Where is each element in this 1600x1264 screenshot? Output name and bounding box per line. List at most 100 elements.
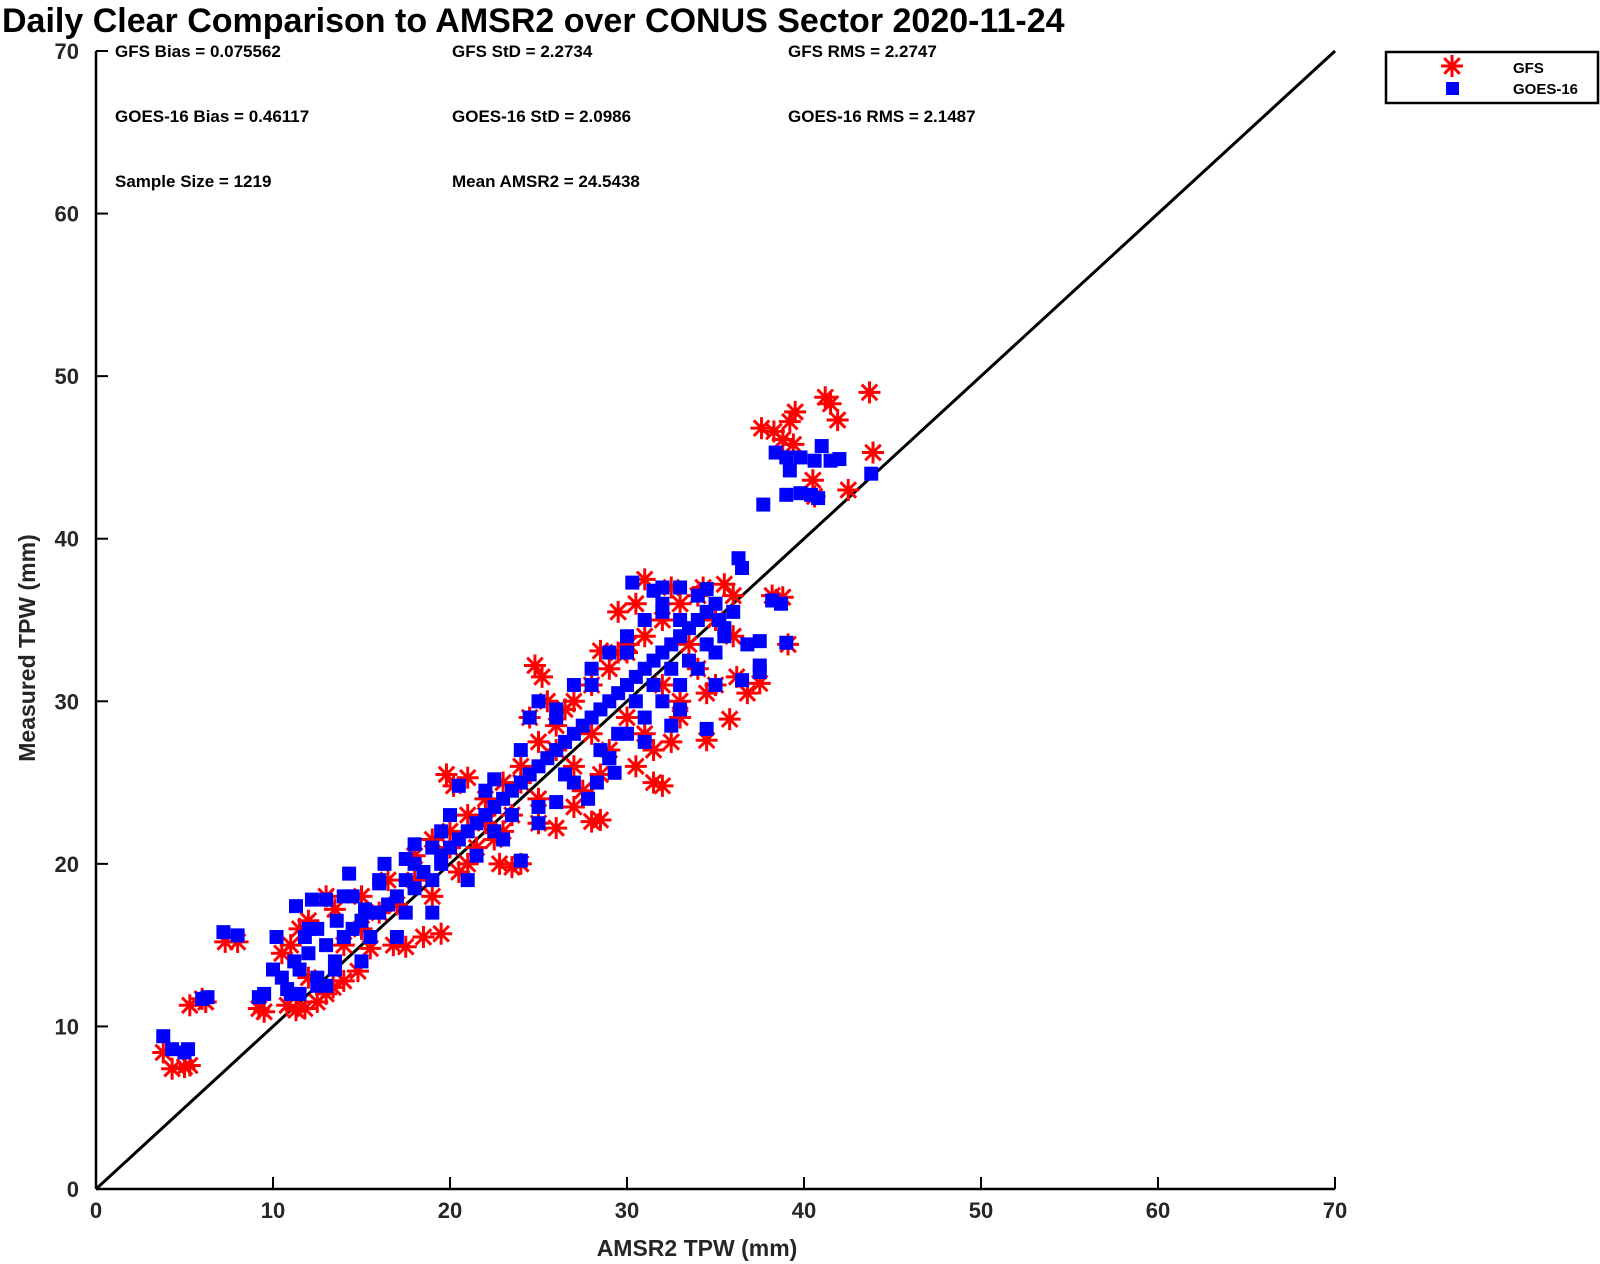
goes16-point	[398, 873, 413, 888]
goes16-point	[513, 743, 528, 758]
goes16-point	[699, 637, 714, 652]
goes16-point	[301, 946, 316, 961]
goes16-point	[673, 580, 688, 595]
goes16-point	[478, 783, 493, 798]
goes16-point	[779, 487, 794, 502]
goes16-point	[336, 889, 351, 904]
goes16-point	[589, 775, 604, 790]
goes16-point	[513, 853, 528, 868]
goes16-point	[354, 954, 369, 969]
gfs-point	[527, 730, 550, 753]
goes16-point	[717, 621, 732, 636]
goes16-point	[620, 629, 634, 644]
gfs-point	[589, 808, 612, 831]
x-tick-label: 0	[90, 1198, 102, 1223]
series-goes16	[156, 439, 879, 1060]
stat-goes-bias: GOES-16 Bias = 0.46117	[115, 107, 309, 126]
legend-gfs-label: GFS	[1513, 60, 1544, 77]
gfs-point	[624, 755, 647, 778]
goes16-point	[708, 596, 723, 611]
gfs-point	[677, 633, 700, 656]
y-tick-label: 30	[55, 689, 79, 714]
stat-gfs-rms: GFS RMS = 2.2747	[788, 42, 937, 61]
goes16-point	[566, 678, 581, 693]
goes16-point	[377, 856, 392, 871]
gfs-point	[669, 592, 692, 615]
goes16-point	[584, 661, 599, 676]
y-tick-label: 0	[67, 1177, 79, 1202]
gfs-point	[624, 592, 647, 615]
goes16-point	[200, 990, 215, 1005]
goes16-point	[584, 678, 599, 693]
gfs-point	[633, 625, 656, 648]
goes16-point	[274, 970, 289, 985]
goes16-point	[310, 978, 325, 993]
goes16-point	[292, 962, 307, 977]
legend-goes16-marker	[1446, 82, 1459, 95]
gfs-point	[837, 478, 860, 501]
goes16-point	[487, 772, 502, 787]
goes16-point	[407, 837, 422, 852]
y-tick-label: 10	[55, 1014, 79, 1039]
goes16-point	[451, 778, 466, 793]
goes16-point	[655, 596, 670, 611]
goes16-point	[832, 452, 847, 467]
goes16-point	[637, 734, 652, 749]
goes16-point	[740, 637, 755, 652]
goes16-point	[329, 913, 344, 928]
goes16-point	[793, 486, 808, 501]
gfs-point	[616, 706, 638, 729]
y-tick-label: 40	[55, 527, 79, 552]
goes16-point	[620, 645, 634, 660]
goes16-point	[699, 721, 714, 736]
y-tick-label: 60	[55, 202, 79, 227]
goes16-point	[664, 718, 679, 733]
goes16-point	[522, 710, 537, 725]
stat-mean-amsr2: Mean AMSR2 = 24.5438	[452, 172, 640, 191]
y-tick-label: 70	[55, 39, 79, 64]
goes16-point	[726, 604, 741, 619]
goes16-point	[664, 661, 679, 676]
goes16-point	[807, 453, 822, 468]
gfs-point	[713, 573, 736, 596]
goes16-point	[793, 450, 808, 465]
gfs-point	[545, 817, 568, 840]
goes16-point	[531, 816, 546, 831]
goes16-point	[389, 930, 404, 945]
goes16-point	[531, 799, 546, 814]
goes16-point	[230, 928, 245, 943]
goes16-point	[460, 873, 475, 888]
goes16-point	[504, 808, 519, 823]
goes16-point	[735, 560, 750, 575]
x-tick-label: 40	[792, 1198, 816, 1223]
goes16-point	[681, 653, 696, 668]
goes16-point	[269, 930, 284, 945]
goes16-point	[782, 463, 797, 478]
goes16-point	[292, 986, 307, 1001]
goes16-point	[593, 743, 608, 758]
y-axis-label: Measured TPW (mm)	[14, 534, 40, 761]
gfs-point	[784, 400, 807, 423]
gfs-point	[332, 934, 355, 957]
gfs-point	[826, 409, 849, 432]
gfs-point	[412, 926, 435, 949]
stat-goes-std: GOES-16 StD = 2.0986	[452, 107, 631, 126]
goes16-point	[434, 824, 449, 839]
goes16-point	[673, 613, 688, 627]
gfs-point	[580, 722, 603, 745]
legend-gfs-marker	[1441, 55, 1463, 77]
gfs-point	[660, 730, 683, 753]
stats-annotations: GFS Bias = 0.075562 GFS StD = 2.2734 GFS R…	[115, 42, 976, 191]
goes16-point	[625, 575, 640, 590]
goes16-point	[487, 824, 502, 839]
goes16-point	[655, 694, 670, 709]
chart-title: Daily Clear Comparison to AMSR2 over CON…	[2, 2, 1065, 40]
gfs-point	[695, 682, 718, 705]
gfs-point	[801, 469, 824, 492]
goes16-point	[425, 905, 440, 920]
x-tick-label: 50	[969, 1198, 993, 1223]
goes16-point	[735, 673, 750, 688]
goes16-point	[301, 921, 316, 936]
goes16-point	[673, 702, 688, 717]
goes16-point	[549, 795, 564, 810]
